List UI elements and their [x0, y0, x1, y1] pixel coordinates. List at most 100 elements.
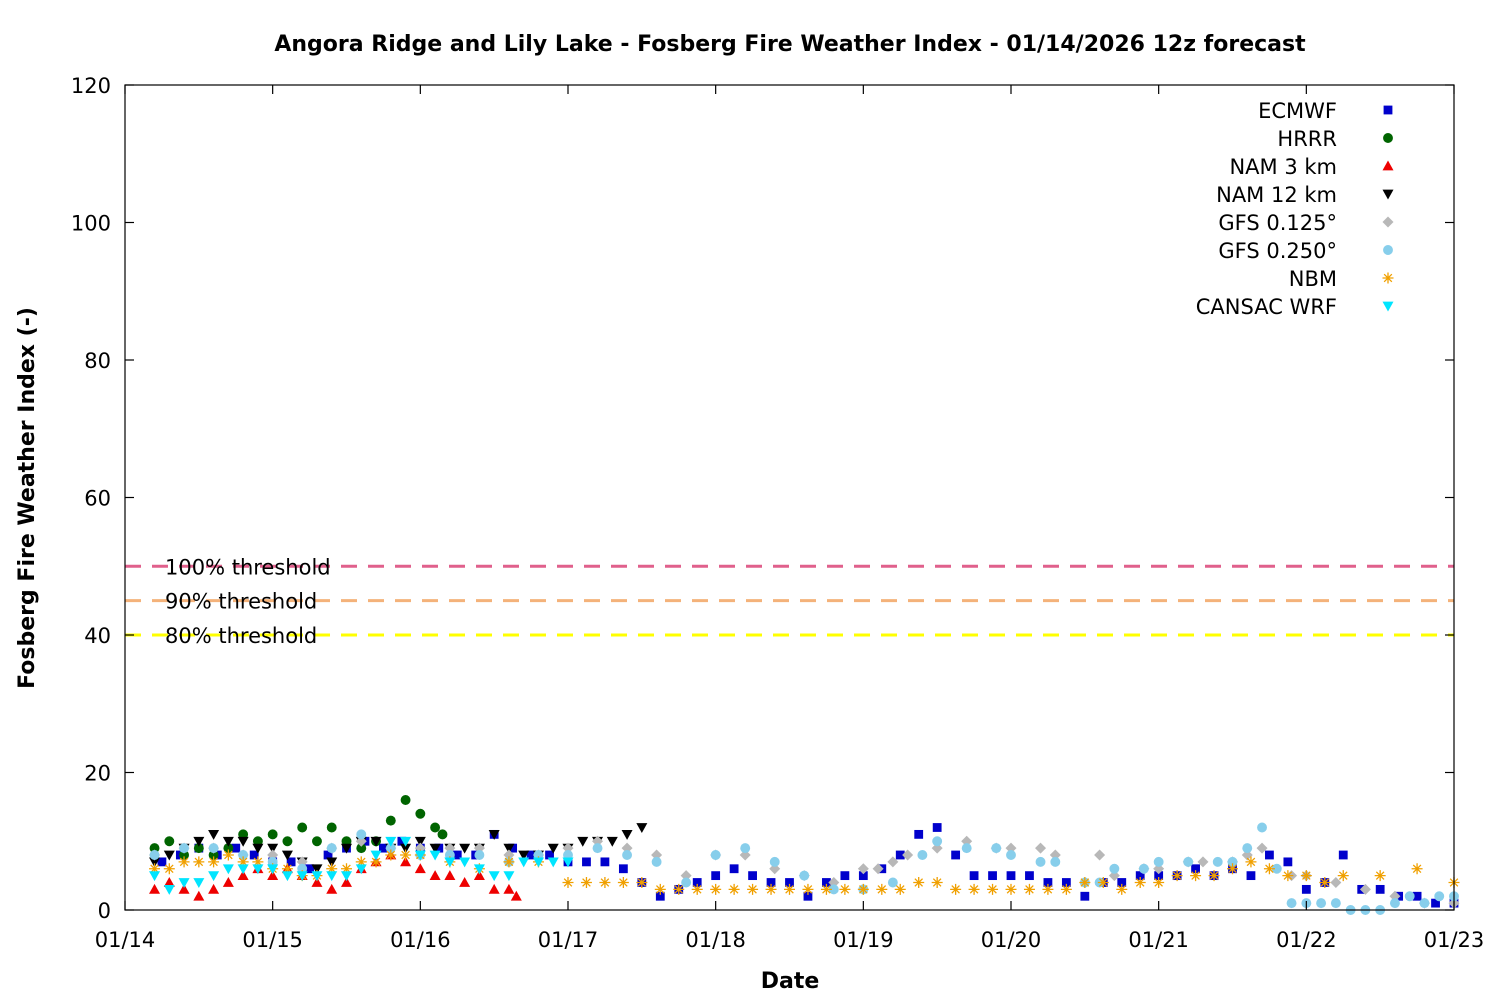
data-point-cansac-wrf	[149, 871, 161, 882]
data-point-nam-3-km	[429, 870, 441, 881]
data-point-gfs-0-250	[474, 850, 485, 860]
data-point-nbm	[839, 883, 851, 895]
data-point-gfs-0-250	[1419, 898, 1430, 909]
data-point-nam-3-km	[222, 877, 234, 887]
data-point-ecmwf	[545, 850, 554, 860]
data-point-nbm	[149, 863, 161, 875]
data-point-gfs-0-250	[356, 829, 367, 840]
data-point-gfs-0-250	[1257, 822, 1267, 833]
data-point-nbm	[784, 883, 795, 895]
data-point-ecmwf	[1061, 878, 1071, 887]
data-point-nbm	[1134, 877, 1146, 888]
data-point-cansac-wrf	[267, 864, 279, 875]
data-point-nbm	[1023, 883, 1035, 895]
data-point-nbm	[617, 877, 629, 888]
data-point-ecmwf	[1338, 850, 1348, 860]
data-point-gfs-0-250	[1227, 856, 1238, 867]
data-point-nbm	[580, 877, 592, 888]
data-point-nbm	[562, 877, 574, 888]
data-point-nam-3-km	[414, 863, 426, 874]
data-point-nam-12-km	[414, 836, 426, 847]
legend-marker-nbm	[1382, 272, 1394, 284]
data-point-nam-12-km	[267, 843, 279, 854]
data-point-nbm	[728, 883, 740, 895]
data-point-ecmwf	[582, 857, 591, 867]
legend-label-ecmwf: ECMWF	[1258, 99, 1337, 123]
data-point-nam-12-km	[488, 829, 500, 840]
data-point-nam-12-km	[429, 843, 441, 854]
data-point-nam-3-km	[459, 877, 471, 887]
data-point-nam-3-km	[503, 883, 515, 894]
data-point-gfs-0-125	[857, 863, 869, 875]
data-point-nbm	[802, 883, 814, 895]
data-point-gfs-0-125	[1330, 877, 1342, 888]
data-point-cansac-wrf	[326, 871, 338, 882]
x-tick-label: 01/19	[833, 928, 894, 952]
data-point-hrrr	[179, 850, 190, 860]
data-point-ecmwf	[785, 878, 794, 887]
data-point-gfs-0-250	[740, 843, 751, 854]
data-point-cansac-wrf	[237, 864, 249, 875]
data-point-nam-3-km	[267, 870, 279, 881]
data-point-hrrr	[149, 843, 160, 854]
x-axis: 01/14 01/15 01/16 01/17 01/18 01/19 01/20 01/21…	[95, 85, 1485, 952]
data-point-gfs-0-125	[887, 856, 899, 868]
data-point-cansac-wrf	[444, 857, 456, 868]
data-point-cansac-wrf	[178, 878, 190, 888]
data-point-cansac-wrf	[208, 871, 220, 882]
data-point-nbm	[765, 883, 777, 895]
data-point-ecmwf	[600, 857, 610, 867]
data-point-nbm	[385, 849, 397, 861]
data-point-gfs-0-250	[1389, 898, 1400, 909]
data-point-nam-12-km	[400, 843, 412, 854]
data-point-gfs-0-125	[296, 856, 308, 868]
data-point-nam-12-km	[636, 823, 648, 833]
data-point-nbm	[876, 883, 888, 895]
data-point-hrrr	[312, 836, 322, 847]
data-point-ecmwf	[286, 857, 296, 867]
series-hrrr	[149, 795, 448, 860]
data-point-gfs-0-250	[1242, 843, 1253, 854]
data-point-nam-12-km	[149, 857, 161, 868]
x-tick-label: 01/23	[1424, 928, 1485, 952]
data-point-nbm	[1208, 870, 1220, 882]
data-point-gfs-0-125	[828, 877, 840, 888]
threshold-label: 100% threshold	[165, 555, 331, 579]
data-point-nbm	[1190, 870, 1202, 882]
data-point-ecmwf	[323, 850, 333, 860]
data-point-nbm	[1097, 877, 1109, 888]
data-point-nam-12-km	[326, 857, 338, 868]
data-point-nbm	[237, 856, 249, 868]
data-point-gfs-0-250	[1271, 863, 1282, 874]
data-point-cansac-wrf	[547, 857, 559, 868]
data-point-gfs-0-250	[681, 877, 692, 888]
legend-marker-nam-12-km	[1382, 189, 1394, 200]
data-point-gfs-0-250	[208, 843, 219, 854]
data-point-gfs-0-125	[503, 849, 515, 861]
data-point-ecmwf	[157, 857, 167, 867]
data-point-ecmwf	[1154, 871, 1164, 881]
data-point-ecmwf	[1412, 891, 1422, 901]
y-tick-label: 80	[84, 349, 111, 373]
data-point-gfs-0-125	[562, 842, 574, 854]
data-point-nam-12-km	[222, 836, 234, 847]
data-point-gfs-0-250	[1153, 856, 1164, 867]
data-point-gfs-0-125	[355, 835, 367, 847]
x-tick-label: 01/14	[95, 928, 156, 952]
data-point-hrrr	[267, 829, 278, 840]
data-point-gfs-0-250	[1050, 856, 1061, 867]
data-point-cansac-wrf	[562, 857, 574, 868]
data-point-ecmwf	[914, 829, 924, 839]
chart-title: Angora Ridge and Lily Lake - Fosberg Fir…	[274, 32, 1306, 57]
x-tick-label: 01/17	[538, 928, 599, 952]
data-point-hrrr	[208, 850, 219, 860]
legend-label-gfs-0-250: GFS 0.250°	[1218, 239, 1337, 263]
data-point-nbm	[178, 856, 190, 868]
data-point-nbm	[968, 883, 980, 895]
data-point-cansac-wrf	[503, 871, 515, 882]
legend-label-hrrr: HRRR	[1277, 127, 1337, 151]
legend-label-nbm: NBM	[1289, 267, 1337, 291]
data-point-ecmwf	[858, 871, 868, 881]
data-point-ecmwf	[729, 864, 739, 874]
data-point-gfs-0-125	[1359, 883, 1371, 895]
